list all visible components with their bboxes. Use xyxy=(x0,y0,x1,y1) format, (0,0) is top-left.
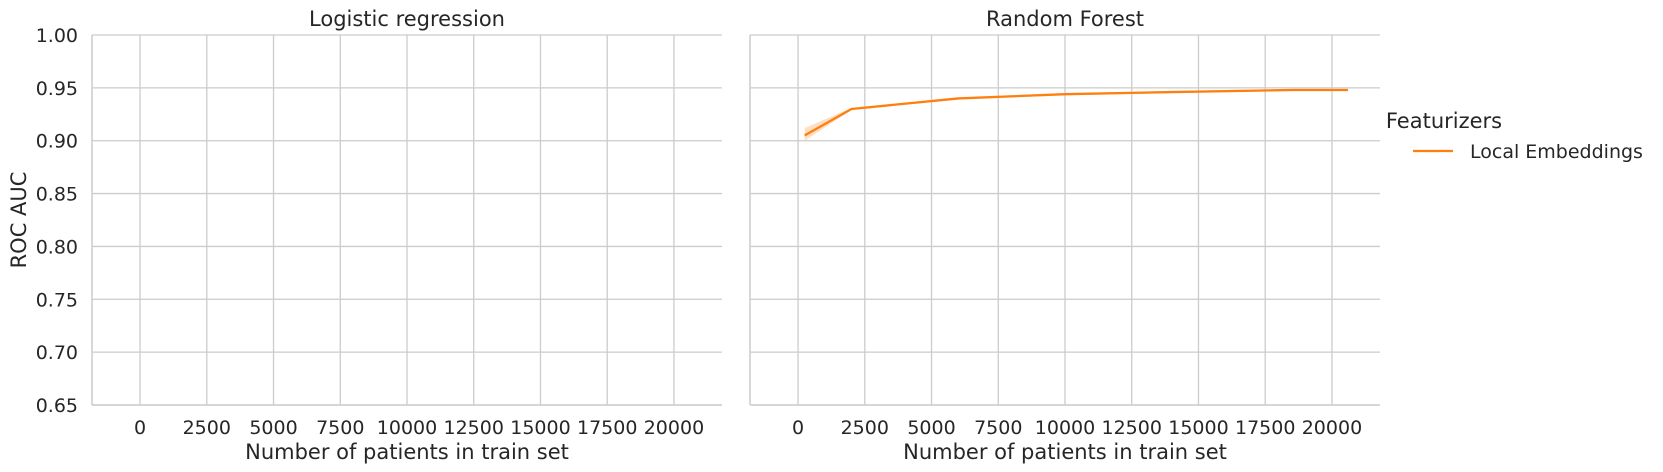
x-tick-label: 12500 xyxy=(1102,417,1162,439)
panel-title: Logistic regression xyxy=(309,7,505,31)
y-tick-label: 0.65 xyxy=(36,395,78,417)
y-tick-label: 0.85 xyxy=(36,184,78,206)
y-tick-label: 0.80 xyxy=(36,236,78,258)
series-line xyxy=(804,88,1348,137)
y-tick-label: 1.00 xyxy=(36,25,78,47)
x-tick-label: 2500 xyxy=(841,417,889,439)
x-tick-label: 15000 xyxy=(1168,417,1228,439)
legend-title: Featurizers xyxy=(1386,109,1502,133)
y-axis-title: ROC AUC xyxy=(7,172,31,269)
y-tick-label: 0.90 xyxy=(36,131,78,153)
confidence-band xyxy=(804,88,1348,141)
x-tick-label: 7500 xyxy=(316,417,364,439)
x-tick-label: 10000 xyxy=(1035,417,1095,439)
x-axis-title: Number of patients in train set xyxy=(903,440,1227,464)
x-tick-label: 20000 xyxy=(644,417,704,439)
x-tick-label: 2500 xyxy=(183,417,231,439)
x-tick-label: 10000 xyxy=(377,417,437,439)
legend-label: Local Embeddings xyxy=(1470,141,1643,163)
x-tick-label: 5000 xyxy=(907,417,955,439)
panel-title: Random Forest xyxy=(986,7,1144,31)
x-tick-label: 15000 xyxy=(510,417,570,439)
y-tick-label: 0.95 xyxy=(36,78,78,100)
y-tick-label: 0.70 xyxy=(36,342,78,364)
panel-2: 0 2500 5000 7500 10000 12500 15000 17500 20000 Ra… xyxy=(749,7,1380,464)
legend: Featurizers Local Embeddings xyxy=(1386,109,1643,163)
x-tick-label: 7500 xyxy=(974,417,1022,439)
x-axis-title: Number of patients in train set xyxy=(245,440,569,464)
x-tick-label: 20000 xyxy=(1302,417,1362,439)
x-tick-label: 5000 xyxy=(249,417,297,439)
x-tick-label: 0 xyxy=(792,417,804,439)
x-tick-label: 0 xyxy=(134,417,146,439)
x-tick-label: 17500 xyxy=(1235,417,1295,439)
x-tick-label: 12500 xyxy=(444,417,504,439)
x-tick-label: 17500 xyxy=(577,417,637,439)
panel-1: 0 2500 5000 7500 10000 12500 15000 17500 20000 0.… xyxy=(36,7,722,464)
y-tick-label: 0.75 xyxy=(36,289,78,311)
